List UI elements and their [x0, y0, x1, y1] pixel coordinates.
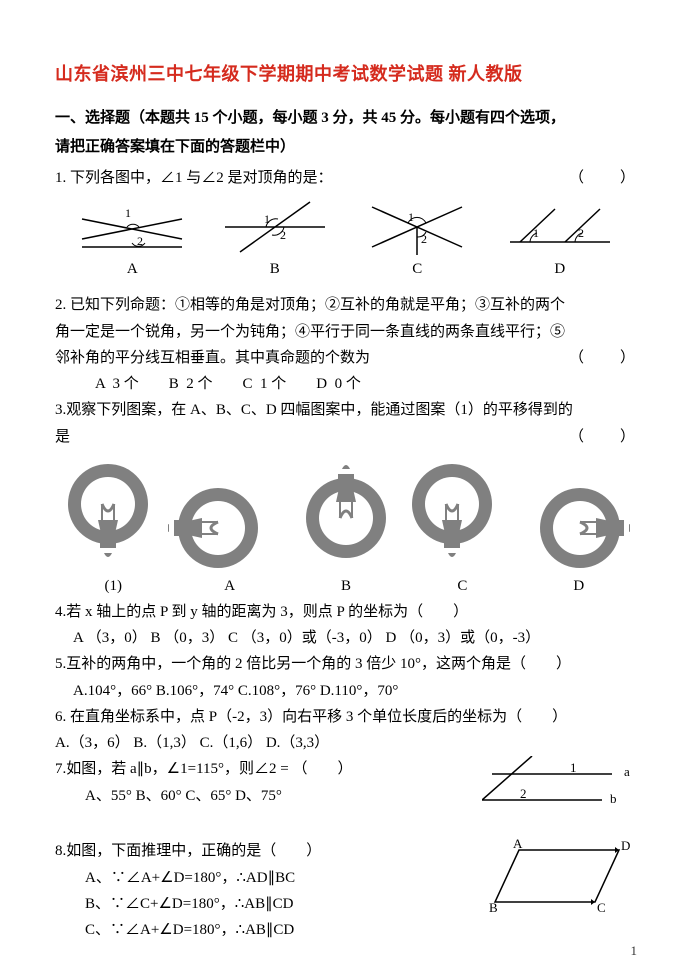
page-title: 山东省滨州三中七年级下学期期中考试数学试题 新人教版	[55, 60, 637, 86]
parallelogram-icon: A D B C	[487, 838, 637, 916]
angle-diagram-icon: 1 2	[505, 197, 615, 259]
q3-line1: 3.观察下列图案，在 A、B、C、D 四幅图案中，能通过图案（1）的平移得到的	[55, 402, 573, 418]
q3-bulbs	[55, 458, 637, 578]
angle-diagram-icon: 1 2	[77, 197, 187, 259]
q3-label-B: B	[288, 578, 404, 595]
q4-text: 4.若 x 轴上的点 P 到 y 轴的距离为 3，则点 P 的坐标为（ ）	[55, 599, 637, 625]
q3-label-D: D	[521, 578, 637, 595]
q5-text: 5.互补的两角中，一个角的 2 倍比另一个角的 3 倍少 10°，这两个角是（ …	[55, 651, 637, 677]
q1-figures: 1 2 A 1 2 B 1	[55, 197, 637, 278]
lightbulb-icon	[406, 458, 498, 578]
svg-text:2: 2	[421, 232, 427, 246]
section-head-line1: 一、选择题（本题共 15 个小题，每小题 3 分，共 45 分。每小题有四个选项…	[55, 110, 565, 126]
q6-options: A.（3，6） B.（1,3） C.（1,6） D.（3,3）	[55, 730, 637, 756]
parallel-lines-icon: 1 2 a b	[482, 756, 637, 816]
q3-label-C: C	[404, 578, 520, 595]
q4-options: A （3，0） B （0，3） C （3，0）或（-3，0） D （0，3）或（…	[55, 625, 637, 651]
svg-text:1: 1	[125, 206, 131, 220]
lightbulb-icon	[168, 478, 286, 578]
q3-label-A: A	[171, 578, 287, 595]
q1-paren: （ ）	[569, 165, 637, 191]
q2-paren: （ ）	[569, 345, 637, 371]
q3-paren: （ ）	[569, 424, 637, 450]
q1-fig-A: 1 2 A	[61, 197, 204, 278]
q1-label-B: B	[204, 261, 347, 278]
q6-text: 6. 在直角坐标系中，点 P（-2，3）向右平移 3 个单位长度后的坐标为（ ）	[55, 704, 637, 730]
q3-line2: 是	[55, 429, 70, 445]
q7-figure: 1 2 a b	[482, 756, 637, 816]
q1-label-A: A	[61, 261, 204, 278]
q2-line2: 角一定是一个锐角，另一个为钝角；④平行于同一条直线的两条直线平行；⑤	[55, 324, 565, 340]
page-number: 1	[631, 943, 638, 959]
svg-text:A: A	[513, 838, 523, 851]
q8-figure: A D B C	[487, 838, 637, 916]
q1-row: 1. 下列各图中，∠1 与∠2 是对顶角的是： （ ）	[55, 165, 637, 191]
section-1-heading: 一、选择题（本题共 15 个小题，每小题 3 分，共 45 分。每小题有四个选项…	[55, 104, 637, 161]
svg-text:b: b	[610, 791, 617, 806]
q5-options: A.104°，66° B.106°，74° C.108°，76° D.110°，…	[55, 678, 637, 704]
q1-label-D: D	[489, 261, 632, 278]
q7: 1 2 a b 7.如图，若 a∥b，∠1=115°，则∠2 = （ ） A、5…	[55, 756, 637, 816]
q1-fig-B: 1 2 B	[204, 197, 347, 278]
svg-text:C: C	[597, 900, 606, 915]
lightbulb-icon	[300, 458, 392, 578]
q2-options: A 3 个 B 2 个 C 1 个 D 0 个	[55, 371, 637, 397]
lightbulb-icon	[62, 458, 154, 578]
exam-page: 山东省滨州三中七年级下学期期中考试数学试题 新人教版 一、选择题（本题共 15 …	[0, 0, 687, 973]
section-head-line2: 请把正确答案填在下面的答题栏中）	[55, 139, 295, 155]
svg-text:2: 2	[520, 786, 527, 801]
svg-text:B: B	[489, 900, 498, 915]
q1-label-C: C	[346, 261, 489, 278]
angle-diagram-icon: 1 2	[362, 197, 472, 259]
q1-text: 1. 下列各图中，∠1 与∠2 是对顶角的是：	[55, 170, 333, 186]
q1-fig-D: 1 2 D	[489, 197, 632, 278]
q3-label-1: (1)	[55, 578, 171, 595]
svg-text:1: 1	[570, 760, 577, 775]
svg-text:a: a	[624, 764, 630, 779]
q3: 3.观察下列图案，在 A、B、C、D 四幅图案中，能通过图案（1）的平移得到的 …	[55, 397, 637, 450]
lightbulb-icon	[512, 478, 630, 578]
q3-labels: (1) A B C D	[55, 578, 637, 595]
q8-optC: C、∵∠A+∠D=180°，∴AB∥CD	[55, 917, 637, 943]
q8: A D B C 8.如图，下面推理中，正确的是（ ） A、∵∠A+∠D=180°…	[55, 838, 637, 943]
svg-text:D: D	[621, 838, 630, 853]
q1-fig-C: 1 2 C	[346, 197, 489, 278]
q2-line1: 2. 已知下列命题：①相等的角是对顶角；②互补的角就是平角；③互补的两个	[55, 297, 565, 313]
angle-diagram-icon: 1 2	[220, 197, 330, 259]
q2-line3: 邻补角的平分线互相垂直。其中真命题的个数为	[55, 350, 370, 366]
q2: 2. 已知下列命题：①相等的角是对顶角；②互补的角就是平角；③互补的两个 角一定…	[55, 292, 637, 371]
